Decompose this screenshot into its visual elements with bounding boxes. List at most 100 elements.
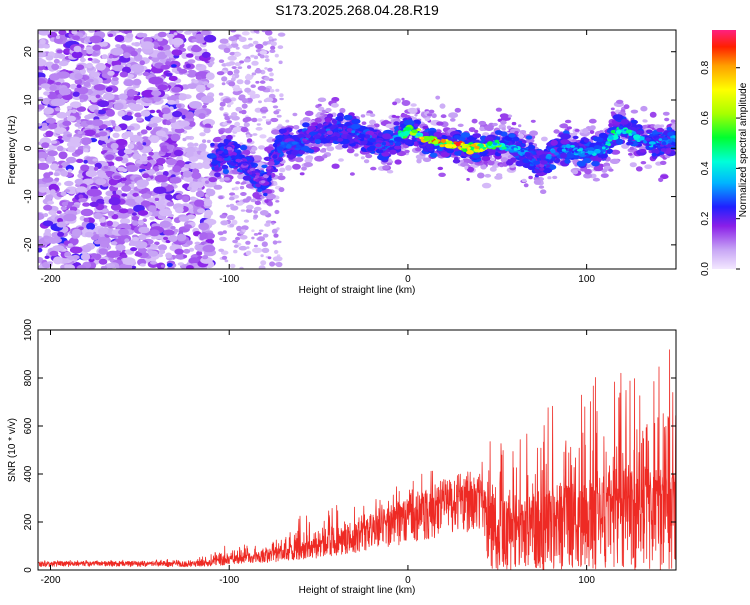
spectrogram-cell	[339, 107, 346, 114]
spectrogram-cell	[186, 214, 196, 220]
spectrogram-cell	[50, 189, 56, 195]
spectrogram-cell	[620, 118, 629, 125]
spectrogram-cell	[293, 125, 300, 130]
spectrogram-cell	[224, 259, 229, 263]
spectrogram-cell	[115, 156, 123, 162]
spectrogram-cell	[186, 240, 193, 246]
spectrogram-cell	[259, 134, 267, 139]
spectrogram-cell	[115, 244, 126, 251]
spectrogram-cell	[140, 193, 152, 199]
spectrogram-cell	[71, 109, 77, 114]
spectrogram-cell	[76, 264, 87, 269]
spectrogram-cell	[234, 121, 241, 127]
spectrogram-cell	[322, 154, 328, 159]
spectrogram-cell	[264, 223, 271, 227]
spectrogram-cell	[173, 149, 184, 157]
spectrogram-cell	[58, 151, 68, 160]
spectrogram-cell	[267, 161, 275, 166]
spectrogram-cell	[518, 124, 522, 128]
spectrogram-cell	[448, 112, 459, 119]
spectrogram-cell	[78, 197, 88, 203]
spectrogram-cell	[422, 125, 429, 130]
spectrogram-cell	[139, 60, 145, 66]
spectrogram-cell	[161, 137, 168, 142]
spectrogram-cell	[85, 156, 93, 162]
spectrogram-cell	[416, 158, 422, 164]
spectrogram-cell	[50, 140, 58, 144]
spectrogram-cell	[222, 168, 229, 175]
spectrogram-cell	[174, 248, 184, 255]
spectrogram-cell	[98, 135, 109, 141]
spectrogram-cell	[148, 151, 154, 156]
spectrogram-cell	[195, 162, 204, 170]
spectrogram-cell	[263, 192, 268, 197]
spectrogram-cell	[610, 107, 615, 111]
spectrogram-cell	[38, 58, 47, 67]
spectrogram-cell	[246, 138, 253, 143]
spectrogram-cell	[255, 183, 261, 188]
spectrogram-cell	[231, 75, 236, 78]
spectrogram-cell	[93, 212, 103, 220]
spectrogram-cell	[152, 166, 160, 172]
spectrogram-cell	[111, 120, 116, 124]
spectrogram-cell	[127, 63, 131, 68]
spectrogram-cell	[217, 231, 224, 236]
spectrogram-cell	[175, 207, 184, 214]
spectrogram-cell	[560, 139, 570, 145]
spectrogram-cell	[198, 113, 206, 119]
spectrogram-cell	[612, 114, 624, 121]
spectrogram-cell	[346, 147, 355, 154]
spectrogram-cell	[259, 80, 266, 84]
spectrogram-cell	[76, 84, 82, 88]
spectrogram-cell	[121, 193, 128, 197]
spectrogram-cell	[436, 121, 444, 126]
spectrogram-cell	[83, 148, 89, 153]
spectrogram-cell	[99, 240, 110, 248]
spectrogram-cell	[188, 156, 199, 163]
spectrogram-cell	[583, 173, 593, 179]
spectrogram-cell	[83, 159, 88, 164]
spectrogram-cell	[221, 82, 226, 86]
spectrogram-cell	[608, 168, 614, 172]
spectrogram-cell	[628, 141, 634, 145]
spectrogram-cell	[80, 208, 94, 217]
spectrogram-cell	[264, 199, 269, 204]
spectrogram-cell	[48, 123, 58, 130]
spectrogram-cell	[56, 112, 68, 119]
spectrogram-cell	[317, 103, 322, 107]
spectrogram-cell	[600, 173, 609, 179]
spectrogram-cell	[145, 177, 151, 182]
spectrogram-cell	[248, 37, 253, 41]
spectrogram-cell	[240, 192, 247, 196]
spectrogram-cell	[338, 158, 344, 162]
spectrogram-cell	[255, 80, 260, 84]
spectrogram-cell	[153, 186, 167, 194]
spectrogram-cell	[178, 93, 187, 101]
spectrogram-cell	[86, 49, 94, 55]
spectrogram-cell	[332, 136, 339, 141]
spectrogram-cell	[77, 130, 83, 135]
spectrogram-cell	[171, 68, 178, 72]
spectrogram-cell	[254, 68, 262, 74]
spectrogram-cell	[198, 143, 207, 151]
spectrogram-cell	[83, 217, 90, 223]
spectrogram-cell	[492, 122, 498, 127]
spectrogram-marks	[38, 30, 676, 269]
spectrogram-cell	[50, 98, 66, 107]
spectrogram-cell	[41, 176, 54, 183]
spectrogram-cell	[394, 145, 401, 150]
spectrogram-cell	[87, 78, 94, 83]
spectrogram-cell	[60, 191, 67, 196]
spectrogram-cell	[83, 81, 91, 87]
spectrogram-cell	[257, 232, 262, 235]
spectrogram-cell	[106, 220, 113, 227]
spectrogram-cell	[150, 244, 157, 248]
spectrogram-cell	[110, 47, 124, 56]
spectrogram-cell	[553, 129, 560, 134]
spectrogram-cell	[67, 255, 75, 260]
spectrogram-cell	[662, 111, 670, 116]
spectrogram-cell	[202, 244, 216, 253]
spectrogram-cell	[216, 71, 225, 76]
spectrogram-cell	[166, 201, 174, 207]
spectrogram-cell	[252, 40, 259, 45]
